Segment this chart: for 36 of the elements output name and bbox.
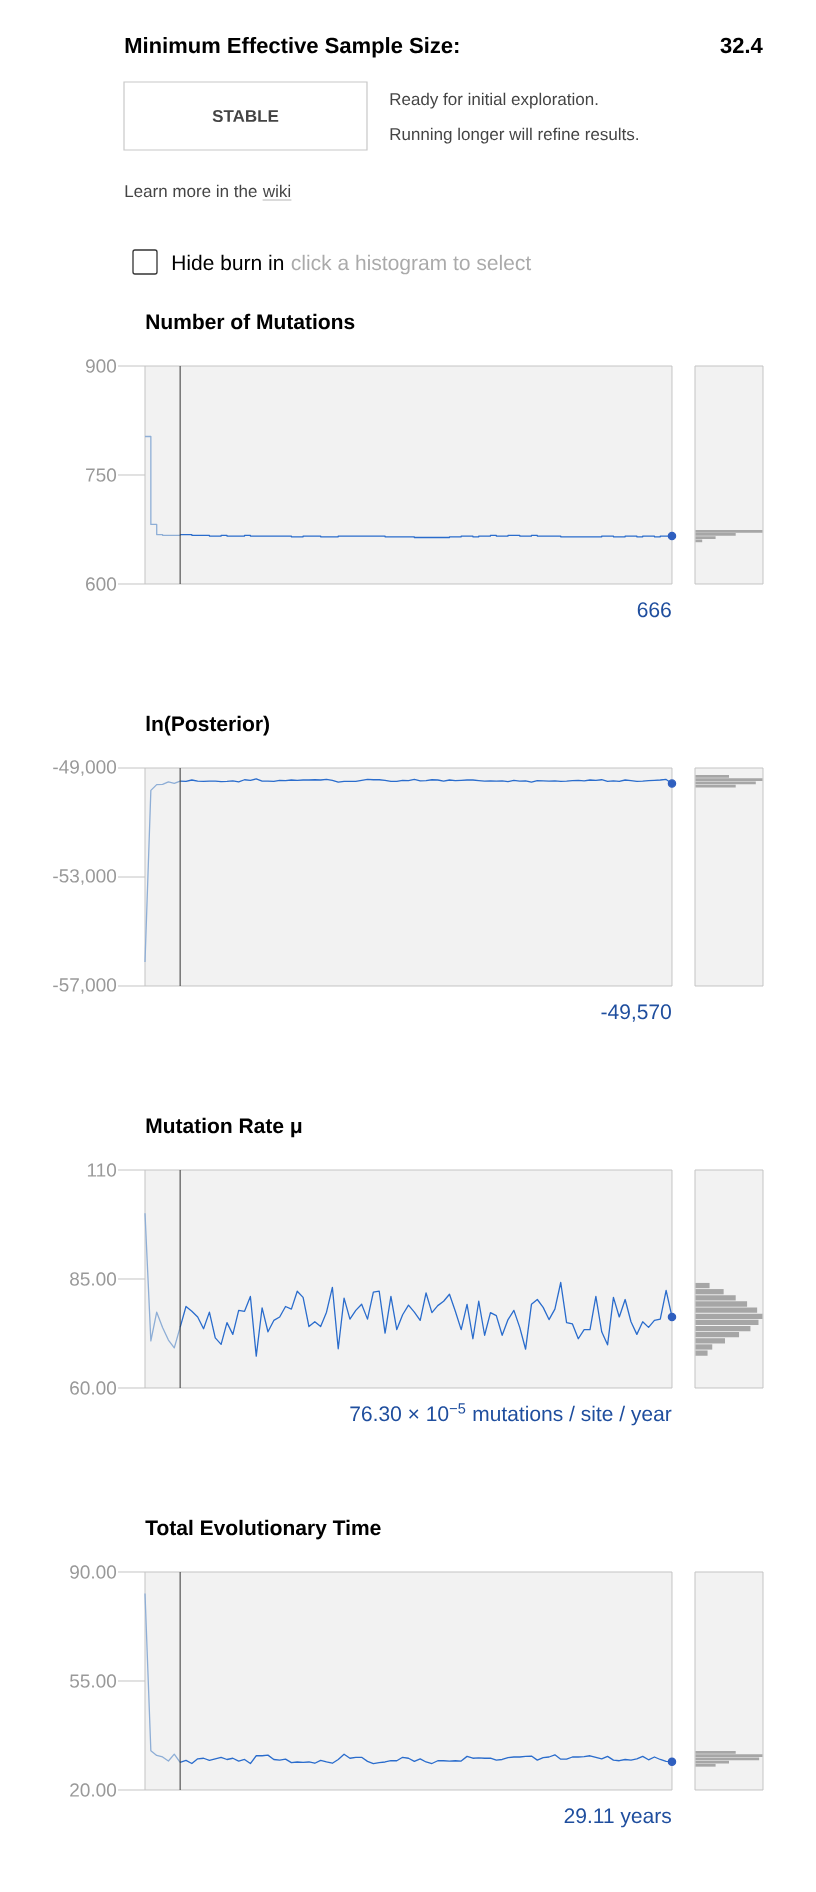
y-tick-label: -53,000 <box>53 869 117 885</box>
text: Ready for initial exploration. <box>390 92 598 109</box>
text: 29.11 years <box>564 1808 671 1828</box>
chart-title: Total Evolutionary Time <box>145 1519 381 1540</box>
bar <box>695 529 763 533</box>
text: Running longer will refine results. <box>390 127 638 144</box>
line-series <box>144 1212 181 1349</box>
bar <box>695 1754 763 1758</box>
y-tick-label: -57,000 <box>53 978 117 994</box>
text: Learn more in the <box>125 184 257 198</box>
text: wiki <box>262 184 291 198</box>
y-tick-label: 600 <box>86 577 117 591</box>
text: 76.30 × 10$^{−5}$ mutations / site / year <box>350 1403 672 1426</box>
chart-title: ln(Posterior) <box>146 715 269 736</box>
text: Minimum Effective Sample Size: <box>125 37 459 58</box>
text: -49,570 <box>601 1004 671 1022</box>
line-series <box>144 780 181 963</box>
line-series <box>144 1592 181 1763</box>
y-tick-label: 60.00 <box>70 1381 117 1395</box>
chart-title: Mutation Rate μ <box>146 1117 302 1138</box>
chart-title: Number of Mutations <box>146 313 355 330</box>
bar <box>695 778 763 781</box>
text: STABLE <box>212 109 279 123</box>
y-tick-label: 20.00 <box>70 1783 117 1797</box>
y-tick-label: 110 <box>87 1163 117 1177</box>
text: click a histogram to select <box>291 254 532 275</box>
text: Hide burn in <box>172 254 284 271</box>
text: 666 <box>637 602 671 618</box>
text: 32.4 <box>720 37 763 54</box>
y-tick-label: 900 <box>85 359 117 373</box>
y-tick-label: 90.00 <box>70 1565 117 1579</box>
y-tick-label: 55.00 <box>70 1674 117 1688</box>
y-tick-label: 85.00 <box>70 1272 117 1286</box>
bar <box>695 1757 760 1761</box>
y-tick-label: -49,000 <box>53 760 117 776</box>
y-tick-label: 750 <box>86 468 117 482</box>
